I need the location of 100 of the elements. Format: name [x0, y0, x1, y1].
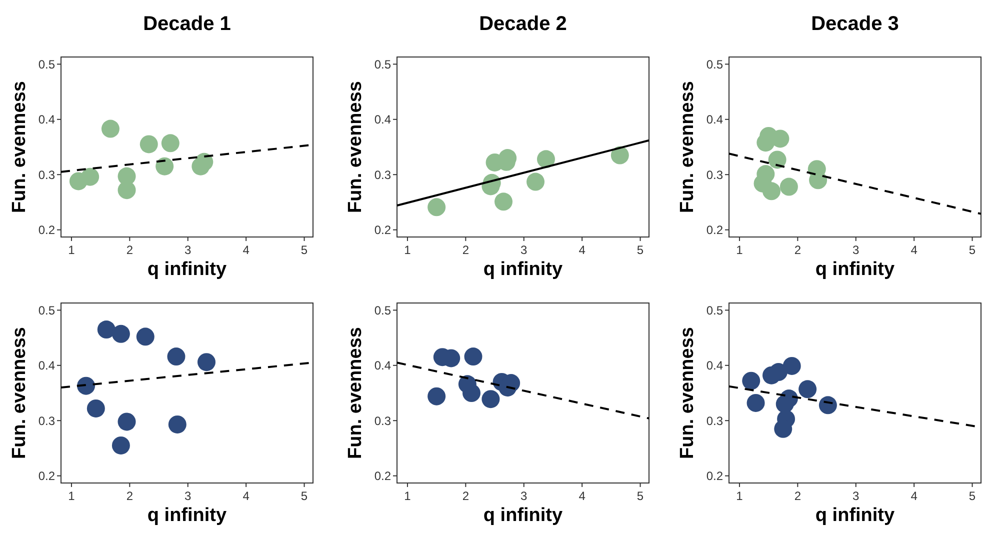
point [97, 320, 116, 339]
x-tick-label: 3 [520, 243, 528, 257]
x-tick-label: 4 [578, 489, 586, 503]
point [798, 380, 817, 398]
point [610, 146, 629, 164]
y-tick-label: 0.5 [374, 303, 392, 318]
x-tick-label: 5 [968, 489, 976, 503]
x-tick-label: 2 [462, 489, 470, 503]
point [782, 356, 801, 375]
point [769, 363, 788, 382]
point [156, 157, 174, 176]
y-axis-title: Fun. evenness [677, 327, 698, 459]
y-tick-label: 0.4 [374, 358, 392, 373]
x-axis-title: q infinity [815, 505, 896, 526]
y-tick-label: 0.2 [374, 469, 392, 484]
x-tick-label: 5 [300, 489, 308, 503]
y-tick-label: 0.5 [706, 303, 724, 318]
point [197, 353, 216, 372]
y-tick-label: 0.3 [374, 414, 392, 428]
x-tick-label: 1 [736, 243, 744, 257]
point [81, 168, 100, 186]
point [168, 415, 186, 434]
y-tick-label: 0.5 [706, 57, 724, 72]
x-tick-label: 1 [404, 489, 412, 503]
point [464, 348, 482, 366]
x-tick-label: 3 [184, 243, 192, 257]
x-axis-title: q infinity [815, 259, 896, 280]
point [112, 436, 130, 454]
x-tick-label: 4 [242, 243, 250, 257]
point [112, 324, 130, 343]
chart-title: Decade 3 [811, 13, 899, 35]
point [140, 135, 158, 154]
chart-title: Decade 2 [479, 13, 567, 35]
x-tick-label: 5 [968, 243, 976, 257]
y-tick-label: 0.2 [706, 469, 724, 484]
x-axis-title: q infinity [483, 505, 564, 526]
point [118, 181, 136, 200]
x-tick-label: 3 [852, 489, 860, 503]
point [101, 120, 120, 138]
point [762, 182, 780, 200]
x-tick-label: 5 [636, 243, 644, 257]
y-tick-label: 0.4 [706, 112, 724, 127]
x-tick-label: 5 [636, 489, 644, 503]
x-tick-label: 2 [794, 243, 802, 257]
point [428, 387, 446, 406]
point [768, 150, 786, 169]
y-tick-label: 0.3 [374, 168, 392, 182]
point [818, 396, 837, 414]
point [756, 134, 775, 152]
point [462, 384, 480, 402]
y-tick-label: 0.5 [38, 57, 56, 72]
x-tick-label: 2 [126, 489, 134, 503]
x-tick-label: 4 [578, 243, 586, 257]
point [428, 198, 446, 216]
point [77, 376, 96, 395]
point [742, 372, 760, 390]
y-tick-label: 0.3 [38, 414, 56, 428]
x-tick-label: 3 [184, 489, 192, 503]
y-axis-title: Fun. evenness [9, 81, 30, 213]
y-tick-label: 0.2 [374, 223, 392, 238]
x-tick-label: 4 [910, 489, 918, 503]
y-tick-label: 0.2 [38, 223, 56, 238]
y-tick-label: 0.5 [374, 57, 392, 72]
point [195, 152, 214, 171]
x-tick-label: 1 [68, 489, 76, 503]
point [746, 394, 765, 412]
x-tick-label: 4 [910, 243, 918, 257]
x-axis-title: q infinity [483, 259, 564, 280]
y-tick-label: 0.2 [706, 223, 724, 238]
point [482, 390, 500, 408]
point [780, 390, 798, 408]
x-tick-label: 3 [852, 243, 860, 257]
point [136, 328, 154, 346]
x-tick-label: 1 [736, 489, 744, 503]
x-tick-label: 1 [404, 243, 412, 257]
x-tick-label: 3 [520, 489, 528, 503]
y-tick-label: 0.2 [38, 469, 56, 484]
point [118, 412, 136, 431]
x-tick-label: 1 [68, 243, 76, 257]
x-axis-title: q infinity [147, 505, 228, 526]
point [86, 399, 105, 418]
y-tick-label: 0.4 [38, 358, 56, 373]
y-axis-title: Fun. evenness [9, 327, 30, 459]
y-axis-title: Fun. evenness [677, 81, 698, 213]
y-axis-title: Fun. evenness [345, 327, 366, 459]
point [780, 178, 798, 196]
x-tick-label: 2 [794, 489, 802, 503]
point [526, 172, 545, 191]
point [536, 150, 555, 168]
y-tick-label: 0.4 [374, 112, 392, 127]
y-tick-label: 0.3 [38, 168, 56, 182]
point [494, 192, 513, 211]
y-tick-label: 0.4 [706, 358, 724, 373]
point [161, 134, 180, 152]
x-tick-label: 2 [462, 243, 470, 257]
x-tick-label: 2 [126, 243, 134, 257]
chart-title: Decade 1 [143, 13, 231, 35]
y-tick-label: 0.4 [38, 112, 56, 127]
y-axis-title: Fun. evenness [345, 81, 366, 213]
y-tick-label: 0.3 [706, 168, 724, 182]
